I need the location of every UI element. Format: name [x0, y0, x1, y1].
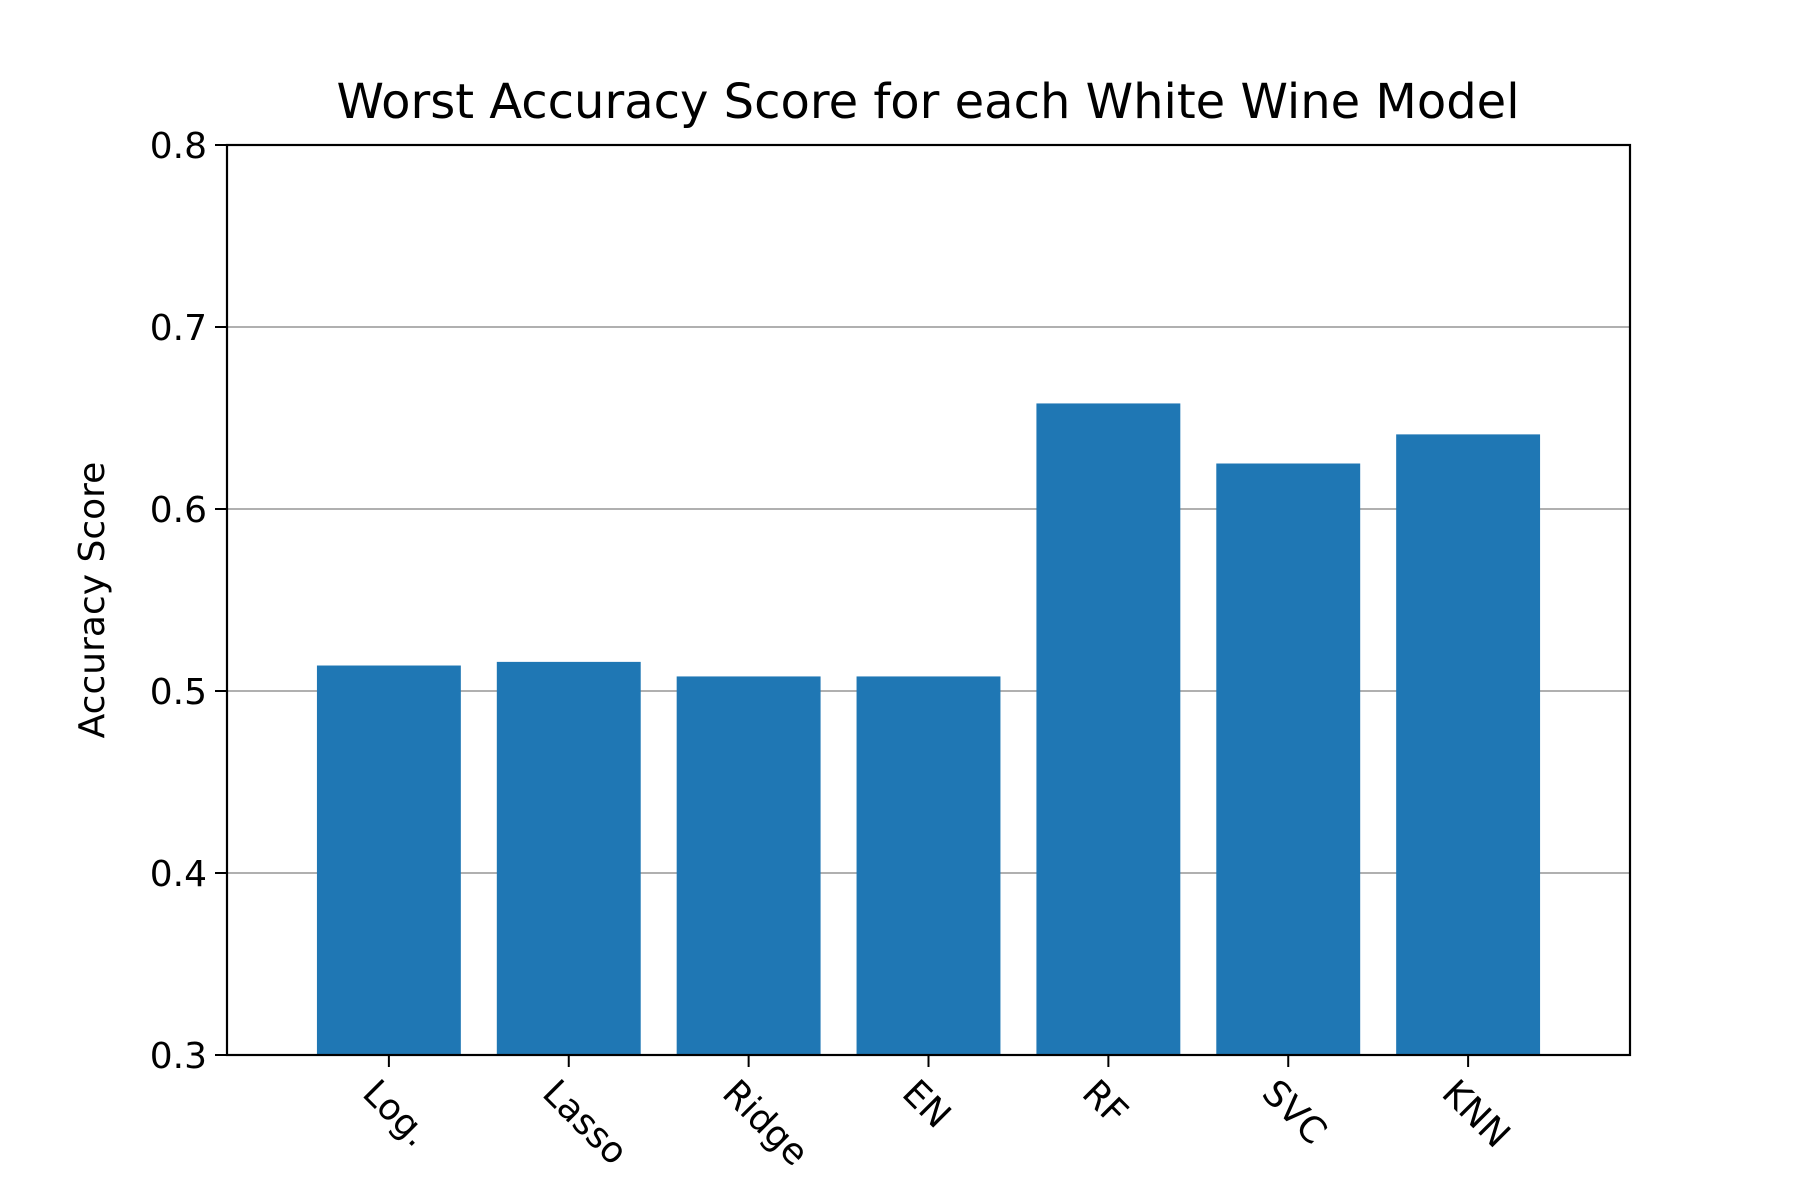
y-tick-label: 0.5 — [150, 672, 207, 713]
x-tick-label: EN — [894, 1072, 958, 1136]
bar — [1036, 403, 1181, 1055]
y-tick-label: 0.6 — [150, 490, 207, 531]
bars — [316, 403, 1541, 1055]
bar — [856, 676, 1001, 1055]
y-tick-label: 0.3 — [150, 1036, 207, 1077]
x-tick-label: RF — [1074, 1072, 1135, 1133]
x-tick-label: Log. — [355, 1072, 438, 1155]
bar — [496, 661, 641, 1055]
y-tick-label: 0.4 — [150, 854, 207, 895]
bar — [1396, 434, 1541, 1055]
y-tick-label: 0.7 — [150, 308, 207, 349]
y-axis-ticks: 0.3 0.4 0.5 0.6 0.7 0.8 — [150, 126, 227, 1077]
x-tick-label: Ridge — [714, 1072, 816, 1174]
bar — [676, 676, 821, 1055]
x-axis-ticks: Log. Lasso Ridge EN RF SVC KNN — [355, 1055, 1518, 1174]
chart-title: Worst Accuracy Score for each White Wine… — [336, 74, 1519, 130]
x-tick-label: SVC — [1254, 1072, 1334, 1152]
y-tick-label: 0.8 — [150, 126, 207, 167]
x-tick-label: KNN — [1434, 1072, 1518, 1156]
x-tick-label: Lasso — [534, 1072, 635, 1173]
bar — [1216, 463, 1361, 1055]
bar — [316, 665, 461, 1055]
y-axis-label: Accuracy Score — [72, 462, 113, 739]
plot-frame — [225, 143, 1632, 1057]
